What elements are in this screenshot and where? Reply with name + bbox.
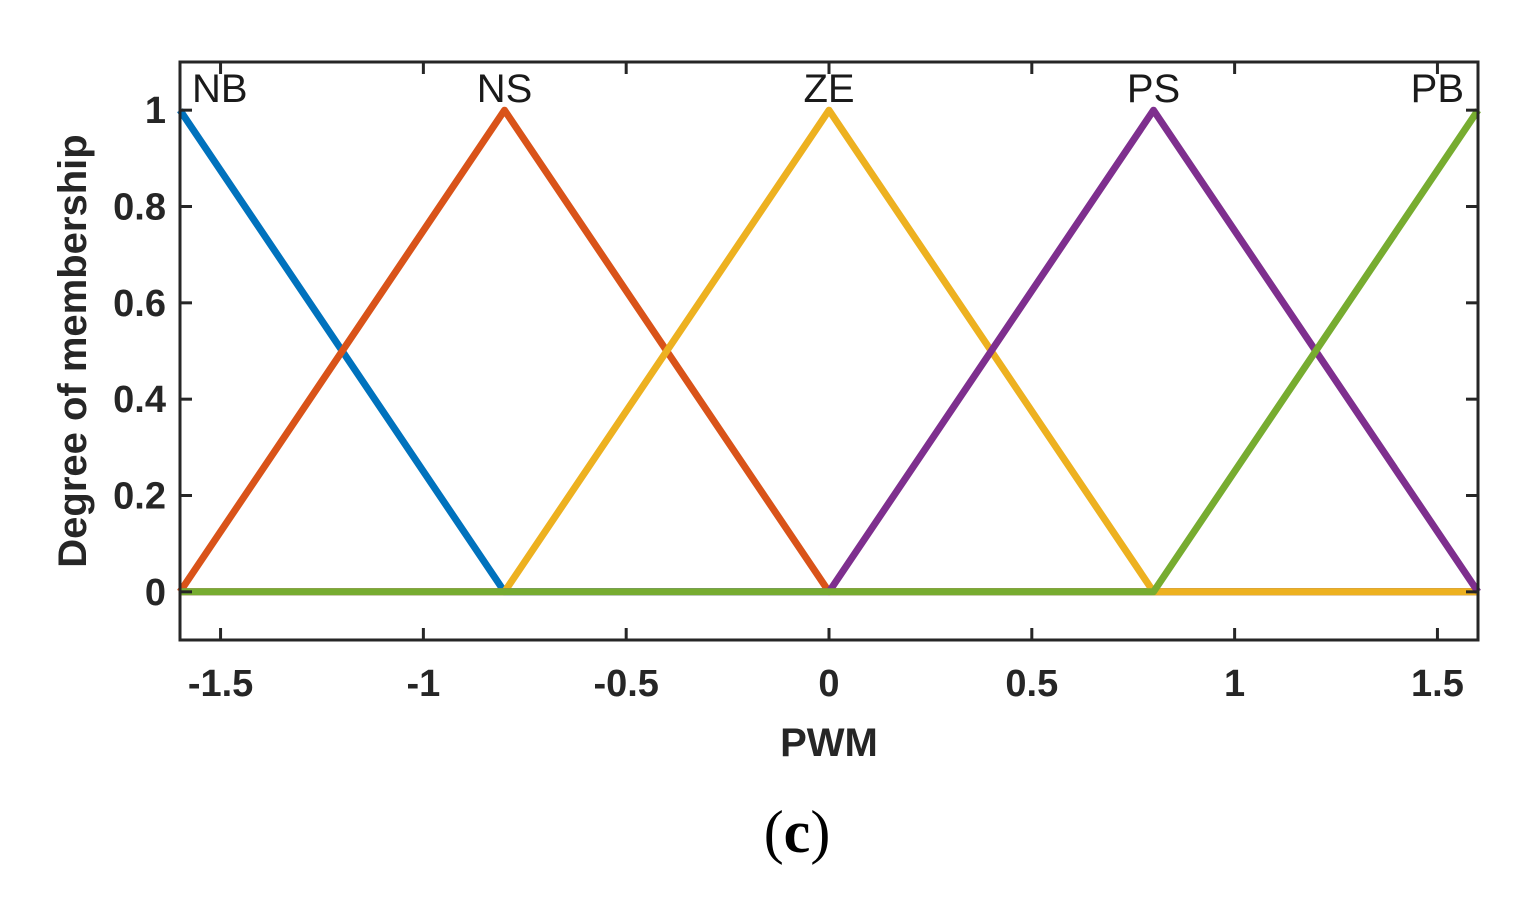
series-line-ns (177, 106, 1478, 596)
x-tick-label: -1 (406, 663, 440, 705)
caption-close-paren: ) (810, 799, 830, 865)
y-tick-label: 0.2 (113, 476, 166, 518)
series-line-pb (180, 108, 1481, 596)
y-tick-label: 0.4 (113, 379, 166, 421)
caption-letter: c (784, 799, 811, 865)
x-tick-label: 1 (1224, 663, 1245, 705)
x-axis-title: PWM (780, 721, 878, 765)
series-layer (177, 106, 1481, 596)
plot-frame (178, 60, 1480, 642)
x-tick-label: -0.5 (593, 663, 658, 705)
series-line-nb (177, 108, 1478, 596)
mf-label-ns: NS (477, 67, 533, 111)
y-axis-title: Degree of membership (51, 134, 95, 567)
x-tick-label: 0.5 (1005, 663, 1058, 705)
mf-label-ps: PS (1127, 67, 1180, 111)
caption-open-paren: ( (764, 799, 784, 865)
y-tick-label: 0.8 (113, 187, 166, 229)
y-tick-label: 1 (145, 90, 166, 132)
x-tick-label: -1.5 (188, 663, 253, 705)
mf-label-ze: ZE (803, 67, 854, 111)
y-tick-label: 0.6 (113, 283, 166, 325)
x-tick-label: 0 (818, 663, 839, 705)
figure-caption: (c) (764, 799, 831, 865)
series-line-ze (180, 106, 1478, 596)
mf-label-layer: NB NS ZE PS PB (192, 67, 1464, 111)
mf-label-pb: PB (1411, 67, 1464, 111)
ticks-layer: -1.5 -1 -0.5 0 0.5 1 1.5 0 0.2 0.4 0.6 0.8 1 (113, 62, 1478, 705)
mf-label-nb: NB (192, 67, 248, 111)
x-tick-label: 1.5 (1411, 663, 1464, 705)
y-tick-label: 0 (145, 572, 166, 614)
series-line-ps (180, 106, 1481, 596)
